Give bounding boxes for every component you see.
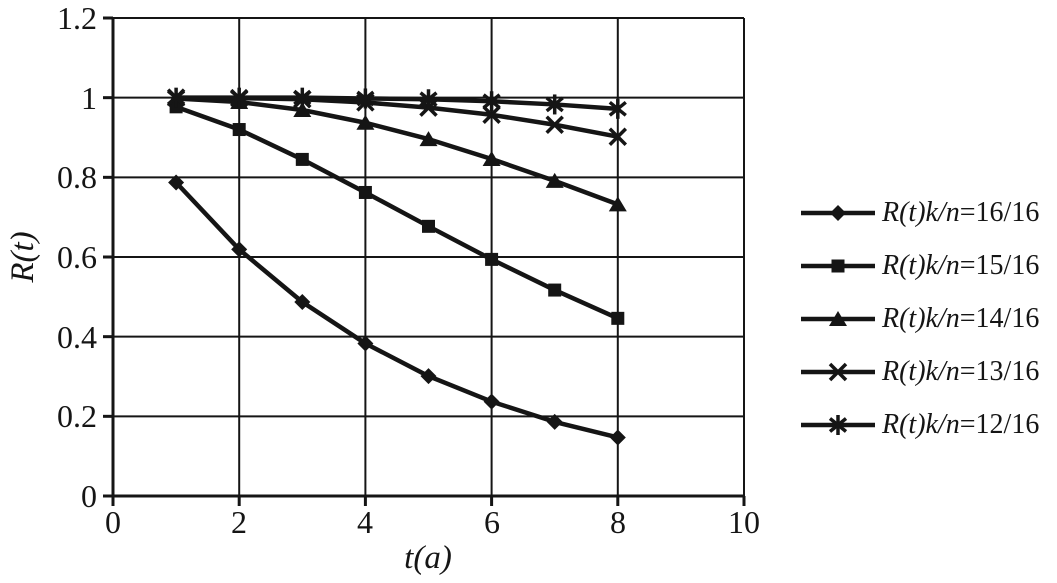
x-tick-label: 0 [105, 504, 121, 540]
y-tick-label: 0 [81, 478, 97, 514]
legend: R(t)k/n=16/16 R(t)k/n=15/16 R(t)k/n=14/1… [800, 186, 1039, 451]
diamond-marker-icon [801, 204, 875, 221]
x-tick-label: 6 [484, 504, 500, 540]
legend-item-label: R(t)k/n=12/16 [882, 408, 1040, 440]
y-axis-title: R(t) [5, 231, 41, 283]
x-tick-label: 2 [231, 504, 247, 540]
asterisk-marker-icon [801, 414, 875, 435]
y-tick-label: 0.2 [57, 398, 97, 434]
y-tick-label: 0.8 [57, 159, 97, 195]
x-tick-label: 10 [728, 504, 760, 540]
triangle-marker-icon [801, 310, 875, 326]
x-marker-icon [801, 362, 875, 381]
y-tick-label: 0.4 [57, 319, 97, 355]
y-tick-label: 0.6 [57, 239, 97, 275]
legend-item-12-16: R(t)k/n=12/16 [800, 398, 1039, 451]
legend-item-14-16: R(t)k/n=14/16 [800, 292, 1039, 345]
legend-item-15-16: R(t)k/n=15/16 [800, 239, 1039, 292]
legend-item-label: R(t)k/n=16/16 [882, 196, 1040, 228]
x-tick-label: 4 [357, 504, 373, 540]
x-axis-title: t(a) [404, 540, 452, 576]
legend-item-13-16: R(t)k/n=13/16 [800, 345, 1039, 398]
legend-item-16-16: R(t)k/n=16/16 [800, 186, 1039, 239]
legend-item-label: R(t)k/n=13/16 [882, 355, 1040, 387]
y-tick-label: 1 [81, 80, 97, 116]
y-tick-label: 1.2 [57, 0, 97, 36]
legend-item-label: R(t)k/n=14/16 [882, 302, 1040, 334]
x-tick-label: 8 [610, 504, 626, 540]
legend-item-label: R(t)k/n=15/16 [882, 249, 1040, 281]
square-marker-icon [801, 259, 875, 272]
